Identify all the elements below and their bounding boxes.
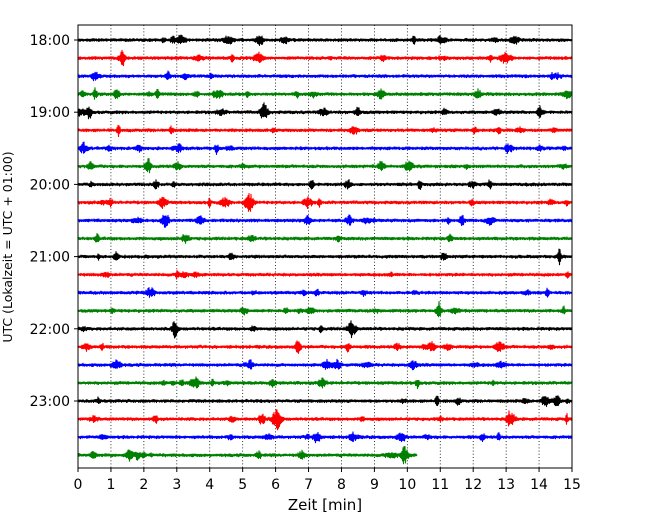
x-tick-label: 15 bbox=[563, 477, 581, 493]
seismogram-trace bbox=[77, 124, 573, 138]
seismogram-trace bbox=[77, 141, 573, 155]
y-tick-label: 21:00 bbox=[30, 250, 70, 266]
x-tick-label: 3 bbox=[172, 477, 181, 493]
x-tick-label: 13 bbox=[497, 477, 515, 493]
x-tick-label: 12 bbox=[464, 477, 482, 493]
seismogram-trace bbox=[77, 179, 573, 191]
x-axis-ticks: 0 1 2 3 4 5 6 7 8 9 10 11 12 13 14 15 bbox=[74, 468, 581, 493]
seismogram-trace bbox=[77, 431, 573, 444]
seismogram-trace bbox=[77, 301, 573, 318]
x-tick-label: 0 bbox=[74, 477, 83, 493]
seismogram-trace bbox=[77, 408, 573, 431]
seismogram-trace bbox=[77, 340, 573, 354]
x-tick-label: 7 bbox=[304, 477, 313, 493]
seismogram-trace bbox=[77, 248, 573, 266]
x-tick-label: 4 bbox=[205, 477, 214, 493]
y-tick-label: 20:00 bbox=[30, 177, 70, 193]
x-tick-label: 11 bbox=[431, 477, 449, 493]
seismogram-trace bbox=[77, 233, 573, 244]
x-tick-label: 10 bbox=[398, 477, 416, 493]
y-tick-label: 19:00 bbox=[30, 105, 70, 121]
seismogram-traces bbox=[77, 34, 573, 465]
y-axis-ticks: 18:00 19:00 20:00 21:00 22:00 23:00 bbox=[30, 33, 78, 410]
seismogram-trace bbox=[77, 287, 573, 298]
seismogram-trace bbox=[77, 87, 573, 100]
y-tick-label: 18:00 bbox=[30, 33, 70, 49]
seismogram-trace bbox=[77, 376, 573, 390]
seismogram-trace bbox=[77, 358, 573, 371]
seismogram-trace bbox=[77, 214, 573, 228]
x-tick-label: 1 bbox=[106, 477, 115, 493]
seismogram-trace bbox=[77, 192, 573, 212]
seismogram-trace bbox=[77, 158, 573, 174]
x-tick-label: 2 bbox=[139, 477, 148, 493]
x-tick-label: 6 bbox=[271, 477, 280, 493]
plot-frame bbox=[77, 24, 573, 469]
seismogram-trace bbox=[77, 445, 418, 465]
y-axis-label: UTC (Lokalzeit = UTC + 01:00) bbox=[0, 151, 15, 342]
y-tick-label: 22:00 bbox=[30, 322, 70, 338]
seismogram-trace bbox=[77, 34, 573, 47]
x-axis-label: Zeit [min] bbox=[288, 496, 362, 514]
x-tick-label: 8 bbox=[337, 477, 346, 493]
x-tick-label: 9 bbox=[370, 477, 379, 493]
vertical-grid bbox=[110, 25, 540, 468]
x-tick-label: 14 bbox=[530, 477, 548, 493]
seismogram-trace bbox=[77, 269, 573, 280]
seismogram-trace bbox=[77, 49, 573, 67]
seismogram-trace bbox=[77, 395, 573, 407]
y-tick-label: 23:00 bbox=[30, 394, 70, 410]
x-tick-label: 5 bbox=[238, 477, 247, 493]
seismogram-trace bbox=[77, 320, 573, 339]
seismogram-trace bbox=[77, 70, 573, 82]
seismogram-trace bbox=[77, 102, 573, 120]
